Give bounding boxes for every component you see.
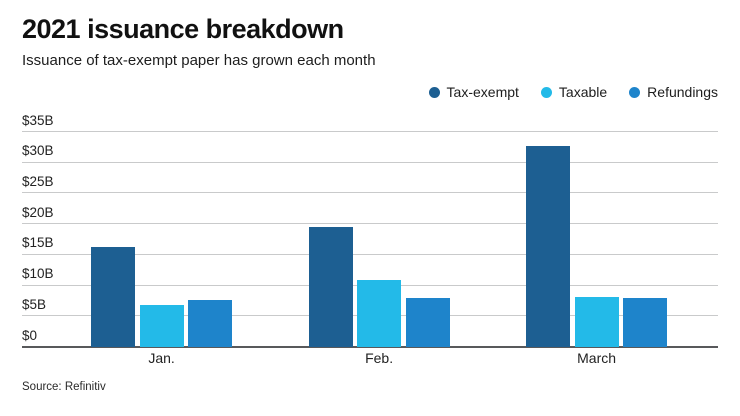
bar-taxable-march	[574, 296, 619, 347]
gridline	[22, 161, 718, 163]
bar-refundings-feb	[405, 298, 450, 347]
legend-item-taxable: Taxable	[540, 84, 608, 100]
page-title: 2021 issuance breakdown	[22, 14, 344, 44]
legend-item-tax-exempt: Tax-exempt	[428, 84, 519, 100]
y-axis-tick-label: $0	[22, 327, 38, 343]
y-axis-tick-label: $5B	[22, 296, 47, 312]
legend-label: Taxable	[558, 84, 608, 100]
bar-tax-exempt-march	[526, 145, 570, 347]
gridline	[22, 223, 718, 225]
legend-dot-icon	[540, 86, 552, 98]
gridline	[22, 192, 718, 194]
bar-refundings-jan	[188, 300, 233, 347]
chart-subtitle: Issuance of tax-exempt paper has grown e…	[22, 52, 376, 69]
y-axis-tick-label: $35B	[22, 112, 54, 128]
legend-label: Refundings	[647, 84, 718, 100]
legend-dot-icon	[629, 86, 641, 98]
y-axis-tick-label: $25B	[22, 173, 54, 189]
legend-dot-icon	[428, 86, 440, 98]
y-axis-tick-label: $30B	[22, 143, 54, 159]
source-note: Source: Refinitiv	[22, 381, 106, 393]
plot-area: $0 $5B $10B $15B $20B $25B $30B $35B Jan. Feb. Mar…	[22, 110, 718, 366]
bar-taxable-jan	[139, 304, 184, 347]
x-axis-baseline	[22, 346, 718, 348]
bar-tax-exempt-jan	[91, 246, 135, 347]
x-axis-tick-label: Feb.	[365, 350, 394, 366]
gridline	[22, 131, 718, 132]
bar-tax-exempt-feb	[308, 226, 353, 347]
x-axis-tick-label: Jan.	[148, 350, 175, 366]
legend-item-refundings: Refundings	[629, 84, 718, 100]
y-axis-tick-label: $15B	[22, 235, 54, 251]
gridline	[22, 253, 718, 255]
bar-taxable-feb	[357, 280, 402, 347]
y-axis-tick-label: $10B	[22, 266, 54, 282]
y-axis-tick-label: $20B	[22, 204, 54, 220]
legend: Tax-exempt Taxable Refundings	[428, 84, 718, 100]
x-axis-tick-label: March	[577, 350, 617, 366]
bar-refundings-march	[623, 298, 668, 347]
legend-label: Tax-exempt	[446, 84, 519, 100]
